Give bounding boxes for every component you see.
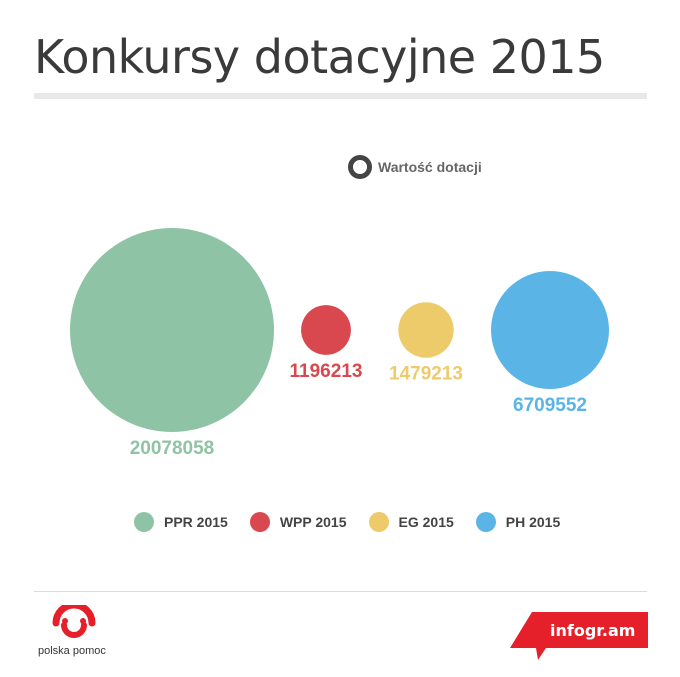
size-legend-label: Wartość dotacji — [378, 159, 482, 175]
legend-swatch-eg — [368, 512, 389, 532]
legend-item-wpp[interactable]: WPP 2015 — [249, 512, 347, 532]
title-divider — [34, 93, 647, 99]
size-legend: Wartość dotacji — [348, 155, 482, 179]
legend-swatch-wpp — [249, 512, 270, 532]
bubble-wpp[interactable] — [301, 305, 351, 355]
page-title: Konkursy dotacyjne 2015 — [34, 30, 605, 84]
infogram-badge[interactable]: infogr.am — [510, 612, 648, 667]
legend-item-ph[interactable]: PH 2015 — [475, 512, 561, 532]
bubble-eg[interactable] — [398, 302, 454, 358]
legend-swatch-ppr — [134, 512, 154, 532]
bubble-value-label-wpp: 1196213 — [290, 361, 363, 382]
legend-label-eg: EG 2015 — [398, 514, 454, 530]
infogram-badge-shape — [510, 612, 648, 660]
polska-pomoc-logo-icon — [52, 605, 96, 638]
footer-divider — [34, 591, 647, 592]
legend-item-ppr[interactable]: PPR 2015 — [134, 512, 228, 532]
bubble-chart: 20078058 1196213 1479213 6709552 — [70, 228, 609, 459]
infogram-brand: infogr.am — [550, 621, 636, 640]
bubble-value-label-ppr: 20078058 — [130, 438, 215, 459]
bubble-value-label-eg: 1479213 — [389, 364, 463, 385]
legend-label-ppr: PPR 2015 — [164, 514, 228, 530]
legend-label-wpp: WPP 2015 — [279, 514, 347, 530]
legend-swatch-ph — [475, 512, 496, 532]
polska-pomoc-logo[interactable]: polska pomoc — [38, 605, 118, 657]
legend-label-ph: PH 2015 — [505, 514, 561, 530]
chart-legend: PPR 2015 WPP 2015 EG 2015 PH 2015 — [134, 512, 582, 532]
legend-item-eg[interactable]: EG 2015 — [368, 512, 454, 532]
bubble-ppr[interactable] — [70, 228, 274, 432]
bubble-size-icon — [348, 155, 372, 179]
bubble-ph[interactable] — [491, 271, 609, 389]
logo-text: polska pomoc — [38, 645, 106, 657]
bubble-value-label-ph: 6709552 — [513, 395, 587, 416]
